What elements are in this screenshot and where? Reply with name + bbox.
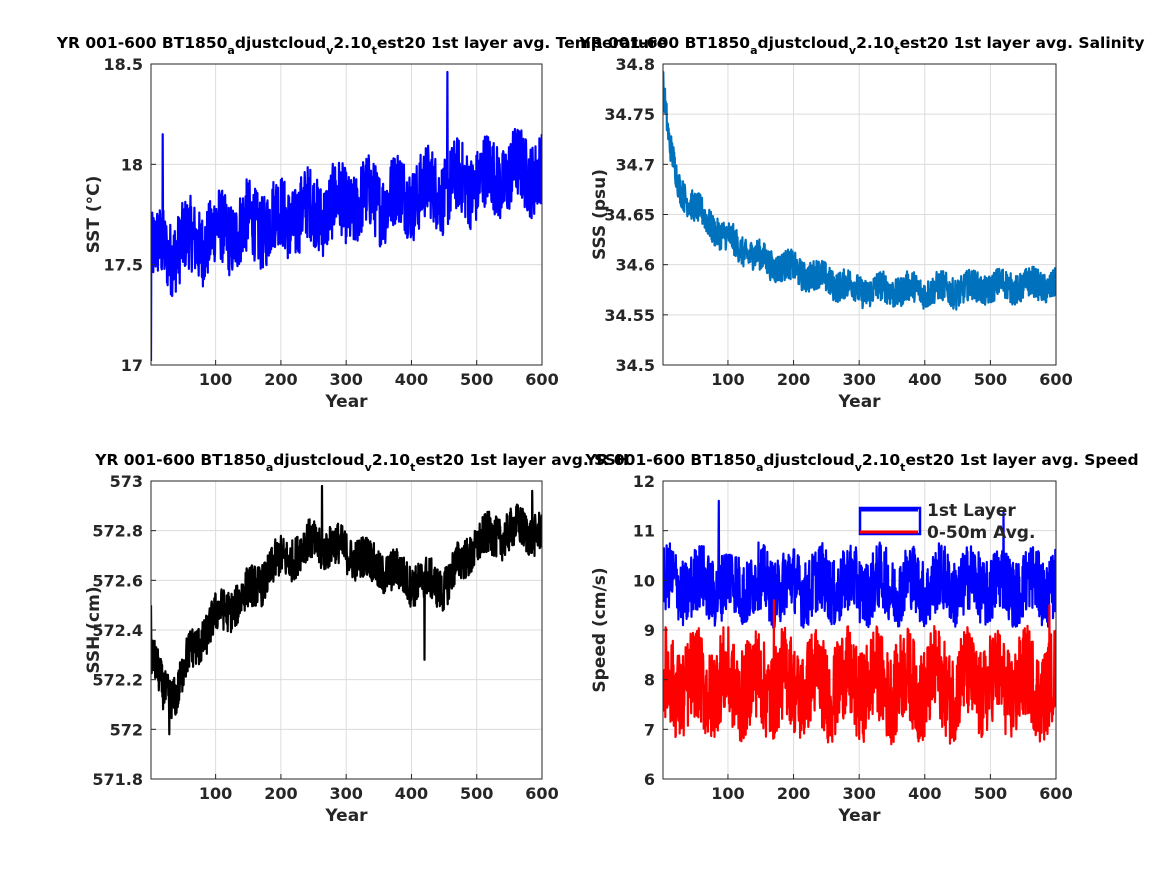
- y-tick-label: 572.6: [92, 571, 143, 590]
- y-tick-label: 572.4: [92, 621, 143, 640]
- x-tick-label: 300: [329, 370, 362, 389]
- x-tick-label: 300: [842, 370, 875, 389]
- y-tick-label: 9: [644, 621, 655, 640]
- x-tick-label: 600: [525, 370, 558, 389]
- x-tick-label: 100: [199, 784, 232, 803]
- chart-panel: 100 200 300 400 500 600 571.8 572 572.2 572.4 572.…: [84, 451, 629, 826]
- y-tick-label: 18.5: [104, 55, 143, 74]
- x-tick-label: 300: [329, 784, 362, 803]
- chart-title: YR 001-600 BT1850adjustcloudv2.10test20 …: [578, 34, 1144, 57]
- y-tick-label: 34.55: [604, 306, 655, 325]
- series-line: [663, 70, 1056, 311]
- x-tick-label: 500: [974, 784, 1007, 803]
- y-tick-label: 10: [633, 571, 655, 590]
- x-tick-label: 100: [711, 370, 744, 389]
- x-tick-label: 600: [525, 784, 558, 803]
- y-axis-label: SSS (psu): [590, 169, 610, 260]
- y-tick-label: 34.6: [616, 256, 655, 275]
- series-line: [151, 70, 542, 362]
- y-tick-label: 34.75: [604, 105, 655, 124]
- x-axis-label: Year: [837, 806, 881, 826]
- y-tick-label: 572.8: [92, 522, 143, 541]
- series-line: [663, 499, 1056, 629]
- y-tick-label: 12: [633, 472, 655, 491]
- x-tick-label: 400: [395, 370, 428, 389]
- x-tick-label: 200: [777, 784, 810, 803]
- y-axis-label: SST (°C): [84, 176, 104, 254]
- x-axis-label: Year: [324, 392, 368, 412]
- x-tick-label: 300: [842, 784, 875, 803]
- y-tick-label: 572.2: [92, 671, 143, 690]
- y-tick-label: 8: [644, 671, 655, 690]
- x-tick-label: 400: [395, 784, 428, 803]
- x-tick-label: 600: [1039, 784, 1072, 803]
- x-tick-label: 200: [264, 784, 297, 803]
- y-tick-label: 18: [121, 155, 143, 174]
- y-tick-label: 17.5: [104, 256, 143, 275]
- chart-panel: 100 200 300 400 500 600 6 7 8 9 10 11 12 Year Speed (c…: [584, 451, 1138, 826]
- legend-box: [858, 506, 922, 536]
- x-tick-label: 400: [908, 370, 941, 389]
- y-tick-label: 34.7: [616, 155, 655, 174]
- x-tick-label: 600: [1039, 370, 1072, 389]
- x-axis-label: Year: [324, 806, 368, 826]
- x-tick-label: 500: [460, 370, 493, 389]
- y-axis-label: SSH (cm): [84, 586, 104, 673]
- y-tick-label: 34.8: [616, 55, 655, 74]
- chart-panel: 100 200 300 400 500 600 17 17.5 18 18.5 Year SST (°…: [56, 34, 667, 412]
- legend-label: 1st Layer: [927, 501, 1016, 521]
- y-tick-label: 34.65: [604, 206, 655, 225]
- x-tick-label: 100: [711, 784, 744, 803]
- y-tick-label: 7: [644, 720, 655, 739]
- x-tick-label: 400: [908, 784, 941, 803]
- y-tick-label: 6: [644, 770, 655, 789]
- chart-panel: 100 200 300 400 500 600 34.5 34.55 34.6 34.65 34.7…: [578, 34, 1144, 412]
- x-tick-label: 200: [264, 370, 297, 389]
- chart-title: YR 001-600 BT1850adjustcloudv2.10test20 …: [56, 34, 667, 57]
- chart-title: YR 001-600 BT1850adjustcloudv2.10test20 …: [94, 451, 629, 474]
- x-tick-label: 200: [777, 370, 810, 389]
- x-tick-label: 100: [199, 370, 232, 389]
- chart-title: YR 001-600 BT1850adjustcloudv2.10test20 …: [584, 451, 1138, 474]
- series-line: [151, 484, 542, 736]
- x-tick-label: 500: [974, 370, 1007, 389]
- series-line: [663, 599, 1056, 746]
- legend-label: 0-50m Avg.: [927, 523, 1035, 543]
- y-tick-label: 11: [633, 522, 655, 541]
- y-tick-label: 571.8: [92, 770, 143, 789]
- y-tick-label: 572: [110, 720, 143, 739]
- y-axis-label: Speed (cm/s): [590, 567, 610, 692]
- x-axis-label: Year: [837, 392, 881, 412]
- y-tick-label: 34.5: [616, 356, 655, 375]
- y-tick-label: 573: [110, 472, 143, 491]
- x-tick-label: 500: [460, 784, 493, 803]
- y-tick-label: 17: [121, 356, 143, 375]
